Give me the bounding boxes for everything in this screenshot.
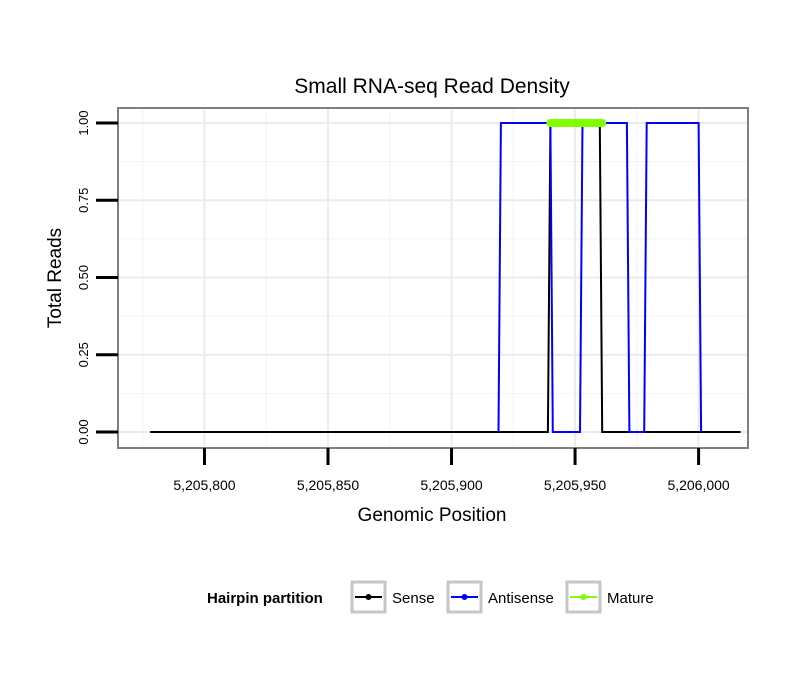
y-axis-label: Total Reads — [45, 228, 66, 328]
y-tick-label: 0.50 — [76, 265, 91, 290]
chart-title: Small RNA-seq Read Density — [294, 75, 570, 98]
x-tick-label: 5,205,850 — [297, 477, 359, 493]
x-tick-label: 5,205,950 — [544, 477, 606, 493]
legend-dot-sense — [365, 594, 372, 600]
legend-label-antisense: Antisense — [488, 590, 554, 607]
legend-title: Hairpin partition — [207, 590, 323, 607]
legend-item-antisense: Antisense — [446, 580, 554, 614]
series-lines — [150, 119, 741, 433]
x-axis: 5,205,800 5,205,850 5,205,900 5,205,950 5,20… — [173, 448, 730, 493]
legend-dot-antisense — [461, 594, 468, 600]
legend-dot-mature — [580, 594, 587, 600]
x-tick-label: 5,205,800 — [173, 477, 235, 493]
y-axis: 0.00 0.25 0.50 0.75 1.00 — [76, 110, 118, 445]
legend-item-sense: Sense — [350, 580, 435, 614]
series-line-antisense — [497, 122, 703, 433]
y-tick-label: 0.25 — [76, 342, 91, 367]
y-tick-label: 1.00 — [76, 110, 91, 135]
y-tick-label: 0.00 — [76, 419, 91, 444]
legend: Hairpin partition Sense Antisense Mature — [207, 580, 654, 614]
y-tick-label: 0.75 — [76, 188, 91, 213]
legend-label-mature: Mature — [607, 590, 654, 607]
x-tick-label: 5,206,000 — [667, 477, 729, 493]
x-axis-label: Genomic Position — [358, 505, 507, 526]
legend-item-mature: Mature — [565, 580, 654, 614]
legend-label-sense: Sense — [392, 590, 435, 607]
x-tick-label: 5,205,900 — [420, 477, 482, 493]
